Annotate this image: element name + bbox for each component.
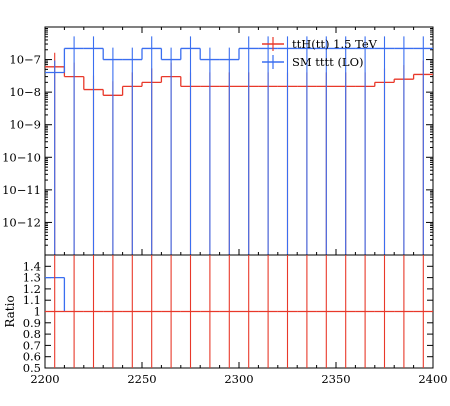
legend: ttH(tt) 1.5 TeV SM tttt (LO) bbox=[262, 37, 378, 69]
y-tick-label: 10−8 bbox=[9, 85, 41, 99]
x-tick-label: 2350 bbox=[321, 372, 350, 386]
y-tick-label: 10−11 bbox=[2, 183, 41, 197]
ratio-y-tick-label: 0.7 bbox=[23, 338, 41, 352]
x-tick-label: 2250 bbox=[127, 372, 156, 386]
y-tick-label: 10−9 bbox=[9, 118, 41, 132]
ratio-y-tick-label: 0.5 bbox=[23, 361, 41, 375]
y-tick-label: 10−10 bbox=[2, 150, 41, 164]
ratio-y-tick-label: 1 bbox=[34, 305, 41, 319]
ratio-y-tick-label: 1.4 bbox=[23, 259, 41, 273]
x-tick-label: 2400 bbox=[418, 372, 447, 386]
y-tick-label: 10−12 bbox=[2, 215, 41, 229]
y-tick-label: 10−7 bbox=[9, 53, 41, 67]
ratio-y-tick-label: 0.8 bbox=[23, 327, 41, 341]
ratio-axis-title: Ratio bbox=[3, 295, 17, 327]
legend-label: SM tttt (LO) bbox=[292, 55, 364, 69]
upper-panel: 10−7 10−8 10−9 10−10 10−11 10−12 bbox=[2, 26, 434, 256]
x-tick-label: 2300 bbox=[224, 372, 253, 386]
series-1 bbox=[45, 36, 433, 255]
ratio-y-tick-label: 0.6 bbox=[23, 350, 41, 364]
legend-label: ttH(tt) 1.5 TeV bbox=[292, 37, 378, 51]
upper-frame bbox=[44, 26, 434, 256]
lower-panel: 2200 2250 2300 2350 24001.41.31.21.110.90.80… bbox=[3, 254, 448, 386]
x-tick-label: 2200 bbox=[30, 372, 59, 386]
ratio-y-tick-label: 1.3 bbox=[23, 271, 41, 285]
ratio-y-tick-label: 1.1 bbox=[23, 293, 41, 307]
ratio-y-tick-label: 1.2 bbox=[23, 282, 41, 296]
series-0 bbox=[45, 52, 433, 255]
ratio-y-tick-label: 0.9 bbox=[23, 316, 41, 330]
